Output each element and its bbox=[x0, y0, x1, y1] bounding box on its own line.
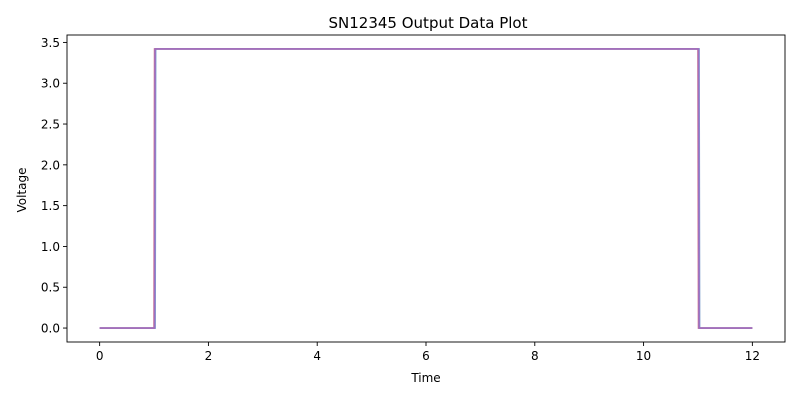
y-axis-ticks: 0.0 0.5 1.0 1.5 2.0 2.5 3.0 3.5 bbox=[41, 36, 67, 336]
y-tick-label: 0.5 bbox=[41, 281, 60, 295]
x-tick-label: 2 bbox=[205, 349, 213, 363]
x-tick-label: 4 bbox=[313, 349, 321, 363]
x-axis-ticks: 0 2 4 6 8 10 12 bbox=[96, 342, 760, 363]
series-line-3 bbox=[99, 48, 753, 329]
y-tick-label: 2.0 bbox=[41, 158, 60, 172]
x-tick-label: 8 bbox=[531, 349, 539, 363]
x-axis-label: Time bbox=[410, 371, 440, 385]
y-tick-label: 3.0 bbox=[41, 77, 60, 91]
x-tick-label: 6 bbox=[422, 349, 430, 363]
y-tick-label: 2.5 bbox=[41, 118, 60, 132]
chart-title: SN12345 Output Data Plot bbox=[329, 14, 528, 32]
y-tick-label: 0.0 bbox=[41, 322, 60, 336]
x-tick-label: 10 bbox=[636, 349, 651, 363]
y-axis-label: Voltage bbox=[15, 167, 29, 212]
x-tick-label: 0 bbox=[96, 349, 104, 363]
y-tick-label: 3.5 bbox=[41, 36, 60, 50]
y-tick-label: 1.0 bbox=[41, 240, 60, 254]
series-layer bbox=[99, 48, 753, 329]
plot-frame bbox=[66, 34, 786, 343]
x-tick-label: 12 bbox=[745, 349, 760, 363]
y-tick-label: 1.5 bbox=[41, 199, 60, 213]
